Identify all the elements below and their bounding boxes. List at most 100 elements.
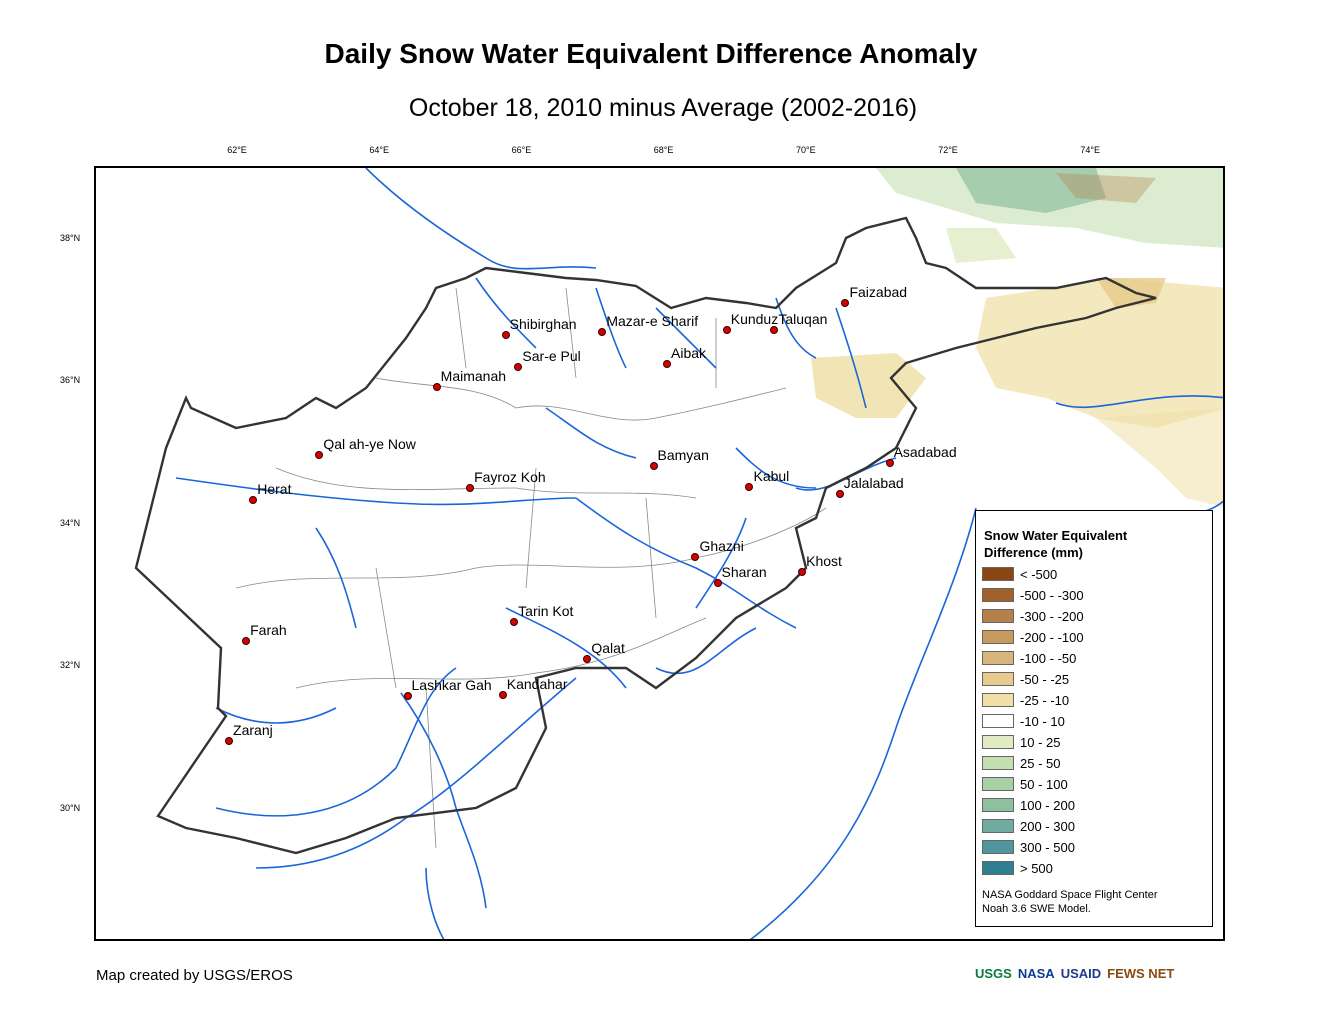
legend-label: -50 - -25 — [1020, 671, 1070, 687]
city-label: Jalalabad — [843, 475, 904, 492]
legend-item: 50 - 100 — [982, 776, 1068, 792]
legend-label: 10 - 25 — [1020, 734, 1061, 750]
city-marker — [691, 552, 700, 561]
city-label: Sar-e Pul — [522, 347, 581, 364]
legend-label: -200 - -100 — [1020, 629, 1084, 645]
city-marker — [841, 298, 850, 307]
map-canvas — [134, 168, 1223, 939]
city-label: Faizabad — [849, 283, 908, 300]
legend-item: -300 - -200 — [982, 608, 1084, 624]
city-label: Tarin Kot — [518, 603, 574, 620]
legend-swatch — [982, 630, 1014, 644]
city-marker — [501, 330, 510, 339]
legend-swatch — [982, 756, 1014, 770]
province-boundaries — [235, 287, 827, 849]
legend-item: < -500 — [982, 566, 1057, 582]
latitude-tick: 36°N — [60, 375, 81, 386]
city-marker — [225, 737, 234, 746]
legend-item: -50 - -25 — [982, 671, 1069, 687]
city-label: Herat — [257, 480, 292, 497]
city-label: Khost — [806, 552, 842, 569]
city-label: Mazar-e Sharif — [606, 312, 699, 329]
longitude-tick: 64°E — [369, 145, 389, 155]
usaid-logo: USAID — [1060, 965, 1102, 981]
city-label: Qal ah-ye Now — [323, 436, 416, 453]
city-marker — [583, 655, 592, 664]
legend-swatch — [982, 672, 1014, 686]
legend-item: -100 - -50 — [982, 650, 1076, 666]
map-title: Daily Snow Water Equivalent Difference A… — [324, 38, 978, 69]
latitude-tick: 32°N — [60, 660, 81, 671]
city-marker — [885, 458, 894, 467]
longitude-tick: 74°E — [1080, 145, 1100, 155]
city-marker — [403, 692, 412, 701]
city-marker — [432, 383, 441, 392]
legend-label: 50 - 100 — [1020, 776, 1068, 792]
city-label: Aibak — [671, 344, 707, 361]
longitude-tick: 72°E — [938, 145, 958, 155]
city-marker — [745, 483, 754, 492]
legend-swatch — [982, 609, 1014, 623]
city-label: Kunduz — [730, 311, 779, 328]
legend-item: -200 - -100 — [982, 629, 1084, 645]
city-marker — [466, 483, 475, 492]
map-subtitle: October 18, 2010 minus Average (2002-201… — [408, 94, 918, 122]
city-marker — [249, 495, 258, 504]
latitude-tick: 34°N — [60, 517, 81, 528]
city-marker — [242, 636, 251, 645]
legend-swatch — [982, 714, 1014, 728]
legend-label: 200 - 300 — [1020, 818, 1075, 834]
footer-credit: Map created by USGS/EROS — [96, 967, 293, 984]
snow-anomaly-shading — [811, 168, 1223, 508]
city-label: Sharan — [721, 564, 767, 581]
legend-swatch — [982, 819, 1014, 833]
legend-item: 10 - 25 — [982, 734, 1060, 750]
legend-item: 300 - 500 — [982, 839, 1075, 855]
legend-credit-line1: NASA Goddard Space Flight Center — [982, 889, 1158, 901]
legend-label: 100 - 200 — [1020, 797, 1075, 813]
city-marker — [798, 567, 807, 576]
longitude-tick: 62°E — [227, 145, 247, 155]
legend-swatch — [982, 840, 1014, 854]
legend-label: -300 - -200 — [1020, 608, 1084, 624]
usgs-logo: USGS — [975, 965, 1012, 981]
legend-item: -25 - -10 — [982, 692, 1069, 708]
legend-label: -10 - 10 — [1020, 713, 1065, 729]
legend-credit: NASA Goddard Space Flight Center Noah 3.… — [982, 888, 1157, 916]
city-marker — [663, 359, 672, 368]
city-label: Taluqan — [778, 310, 828, 327]
city-marker — [835, 490, 844, 499]
city-label: Kabul — [753, 468, 790, 485]
legend-item: 200 - 300 — [982, 818, 1075, 834]
legend-swatch — [982, 567, 1014, 581]
city-marker — [510, 618, 519, 627]
city-marker — [315, 451, 324, 460]
legend-label: 300 - 500 — [1020, 839, 1075, 855]
fews-net-logo: FEWS NET — [1107, 965, 1175, 981]
longitude-tick: 66°E — [511, 145, 532, 155]
city-label: Ghazni — [699, 537, 744, 554]
legend-label: > 500 — [1020, 860, 1053, 876]
city-marker — [649, 462, 658, 471]
legend-swatch — [982, 798, 1014, 812]
city-label: Asadabad — [893, 443, 957, 460]
legend: Snow Water Equivalent Difference (mm) < … — [975, 510, 1213, 927]
legend-swatch — [982, 735, 1014, 749]
legend-swatch — [982, 777, 1014, 791]
latitude-tick: 38°N — [60, 233, 81, 243]
nasa-logo: NASA — [1017, 965, 1055, 981]
legend-swatch — [982, 651, 1014, 665]
city-label: Qalat — [591, 640, 625, 657]
legend-title: Snow Water Equivalent Difference (mm) — [984, 528, 1128, 560]
city-marker — [598, 327, 607, 336]
city-label: Farah — [250, 621, 287, 638]
city-marker — [514, 362, 523, 371]
legend-label: -25 - -10 — [1020, 692, 1070, 708]
legend-credit-line2: Noah 3.6 SWE Model. — [982, 903, 1091, 915]
legend-item: > 500 — [982, 860, 1053, 876]
legend-label: -100 - -50 — [1020, 650, 1077, 666]
city-label: Shibirghan — [509, 315, 577, 332]
city-marker — [713, 579, 722, 588]
city-label: Zaranj — [233, 722, 273, 739]
legend-swatch — [982, 693, 1014, 707]
